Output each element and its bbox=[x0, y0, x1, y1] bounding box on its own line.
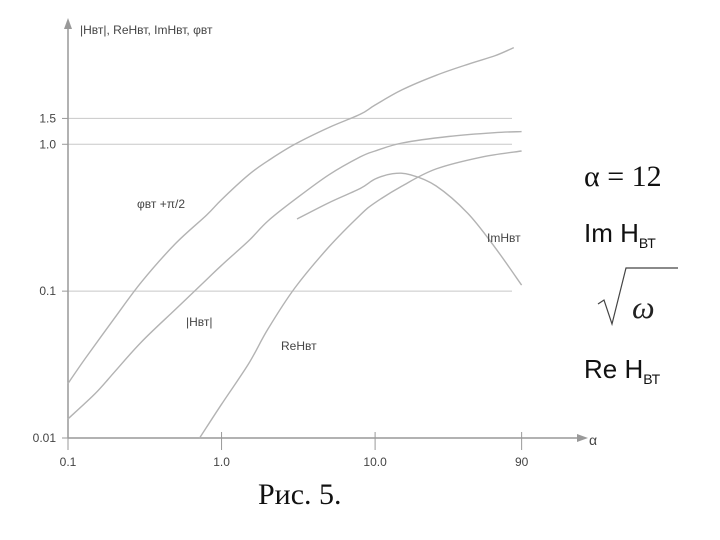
series-line-im bbox=[296, 172, 523, 286]
sqrt-omega-formula: ω bbox=[597, 267, 678, 327]
y-axis-arrow bbox=[64, 18, 72, 29]
x-ticks: 0.1 1.0 10.0 90 bbox=[60, 432, 529, 469]
series-lines bbox=[67, 46, 523, 439]
x-tick-label: 0.1 bbox=[60, 455, 77, 469]
omega-symbol: ω bbox=[632, 289, 655, 325]
y-tick-label: 1.5 bbox=[39, 111, 56, 125]
axes bbox=[64, 18, 588, 442]
series-line-re bbox=[199, 150, 522, 439]
series-line-abs bbox=[67, 130, 522, 420]
y-tick-label: 1.0 bbox=[39, 137, 56, 151]
figure-caption: Рис. 5. bbox=[258, 478, 342, 511]
y-ticks: 0.01 0.1 1.0 1.5 bbox=[33, 111, 68, 445]
grid-lines bbox=[68, 117, 512, 292]
re-h-note: Re HВТ bbox=[584, 354, 660, 387]
x-axis-arrow bbox=[577, 434, 588, 442]
series-label-phi: φвт +π/2 bbox=[137, 197, 185, 211]
im-h-label: Im H bbox=[584, 218, 639, 248]
re-h-label: Re H bbox=[584, 354, 644, 384]
series-label-re: ReHвт bbox=[281, 339, 317, 353]
y-tick-label: 0.1 bbox=[39, 284, 56, 298]
im-h-note: Im HВТ bbox=[584, 218, 656, 251]
x-tick-label: 90 bbox=[515, 455, 529, 469]
y-tick-label: 0.01 bbox=[33, 431, 57, 445]
series-label-abs: |Hвт| bbox=[186, 315, 213, 329]
x-tick-label: 1.0 bbox=[213, 455, 230, 469]
radical-sign bbox=[597, 267, 678, 327]
re-h-subscript: ВТ bbox=[643, 371, 661, 387]
series-label-im: ImHвт bbox=[487, 231, 521, 245]
alpha-value-note: α = 12 bbox=[584, 160, 662, 193]
y-axis-title: |Hвт|, ReHвт, ImHвт, φвт bbox=[80, 23, 213, 37]
x-axis-title: α bbox=[589, 432, 597, 448]
series-line-phi bbox=[67, 46, 515, 384]
im-h-subscript: ВТ bbox=[638, 235, 656, 251]
x-tick-label: 10.0 bbox=[363, 455, 387, 469]
